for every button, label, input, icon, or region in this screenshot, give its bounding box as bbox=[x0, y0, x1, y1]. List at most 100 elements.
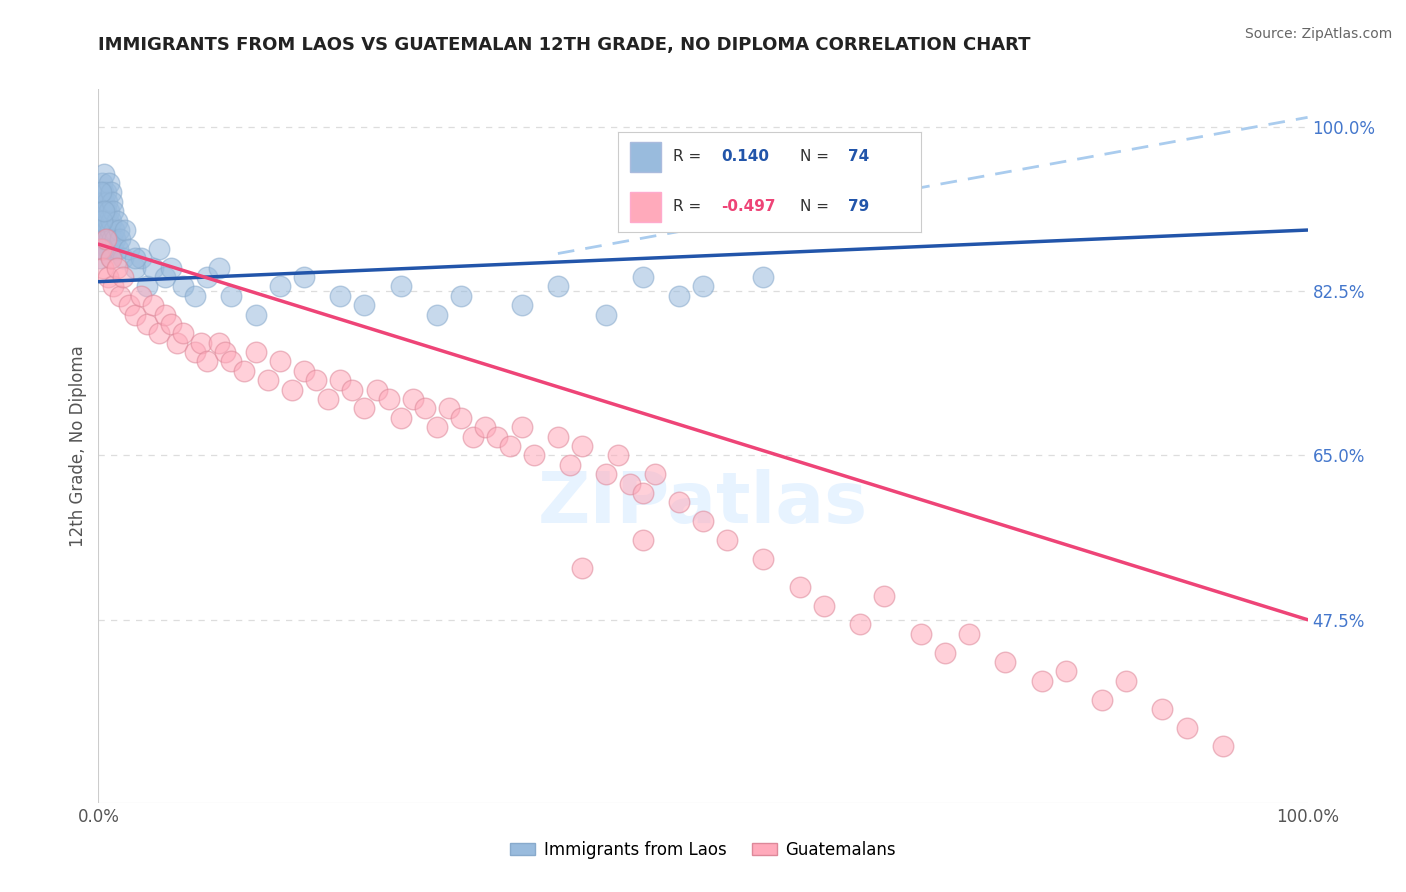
Point bbox=[195, 270, 218, 285]
Point bbox=[98, 223, 121, 237]
Point bbox=[91, 260, 114, 275]
Point bbox=[389, 410, 412, 425]
Point bbox=[813, 599, 835, 613]
Point bbox=[510, 298, 533, 312]
Point bbox=[172, 279, 194, 293]
Point bbox=[108, 289, 131, 303]
Text: ZIPatlas: ZIPatlas bbox=[538, 468, 868, 538]
Point bbox=[571, 561, 593, 575]
Point bbox=[160, 260, 183, 275]
Point bbox=[305, 373, 328, 387]
Point bbox=[153, 308, 176, 322]
Point bbox=[129, 289, 152, 303]
Text: 74: 74 bbox=[848, 150, 869, 164]
Point bbox=[353, 401, 375, 416]
Point bbox=[118, 242, 141, 256]
Text: N =: N = bbox=[800, 200, 834, 214]
Point bbox=[94, 232, 117, 246]
Point bbox=[184, 289, 207, 303]
Point bbox=[98, 204, 121, 219]
Point bbox=[118, 298, 141, 312]
Point bbox=[114, 223, 136, 237]
Point bbox=[389, 279, 412, 293]
Point bbox=[166, 335, 188, 350]
Point bbox=[101, 194, 124, 209]
Point bbox=[129, 251, 152, 265]
Point bbox=[135, 279, 157, 293]
Point bbox=[89, 232, 111, 246]
Point bbox=[292, 270, 315, 285]
Point bbox=[101, 204, 124, 219]
Point bbox=[148, 242, 170, 256]
Point bbox=[668, 289, 690, 303]
Point bbox=[142, 260, 165, 275]
Point bbox=[316, 392, 339, 406]
Point bbox=[94, 213, 117, 227]
Point bbox=[221, 354, 243, 368]
Point bbox=[91, 242, 114, 256]
Point bbox=[1212, 739, 1234, 754]
Point bbox=[101, 242, 124, 256]
Point bbox=[607, 449, 630, 463]
Point bbox=[342, 383, 364, 397]
Point bbox=[124, 251, 146, 265]
Point bbox=[716, 533, 738, 547]
Point bbox=[668, 495, 690, 509]
Point bbox=[752, 270, 775, 285]
Y-axis label: 12th Grade, No Diploma: 12th Grade, No Diploma bbox=[69, 345, 87, 547]
Point bbox=[1152, 702, 1174, 716]
Point bbox=[96, 223, 118, 237]
Point bbox=[353, 298, 375, 312]
Point bbox=[631, 486, 654, 500]
Point bbox=[644, 467, 666, 482]
Point bbox=[789, 580, 811, 594]
Point bbox=[94, 186, 117, 200]
Point bbox=[107, 242, 129, 256]
Point bbox=[108, 232, 131, 246]
Point bbox=[292, 364, 315, 378]
Point bbox=[153, 270, 176, 285]
Point bbox=[329, 373, 352, 387]
Point bbox=[124, 308, 146, 322]
Point bbox=[91, 213, 114, 227]
Point bbox=[93, 223, 115, 237]
Point bbox=[100, 232, 122, 246]
Point bbox=[281, 383, 304, 397]
Point bbox=[413, 401, 436, 416]
Point bbox=[100, 251, 122, 265]
Point bbox=[90, 204, 112, 219]
Point bbox=[100, 213, 122, 227]
Point bbox=[101, 279, 124, 293]
Point bbox=[1115, 673, 1137, 688]
Point bbox=[100, 251, 122, 265]
Point bbox=[692, 514, 714, 528]
Text: R =: R = bbox=[672, 150, 706, 164]
Legend: Immigrants from Laos, Guatemalans: Immigrants from Laos, Guatemalans bbox=[503, 835, 903, 866]
Point bbox=[96, 204, 118, 219]
Point bbox=[100, 186, 122, 200]
Point bbox=[245, 308, 267, 322]
Bar bbox=[630, 192, 661, 222]
Point bbox=[142, 298, 165, 312]
Point bbox=[450, 410, 472, 425]
Point bbox=[486, 429, 509, 443]
Point bbox=[108, 223, 131, 237]
Point bbox=[98, 232, 121, 246]
Point bbox=[148, 326, 170, 341]
Point bbox=[91, 242, 114, 256]
Point bbox=[934, 646, 956, 660]
Point bbox=[91, 232, 114, 246]
Point bbox=[426, 420, 449, 434]
Point bbox=[377, 392, 399, 406]
Point bbox=[692, 279, 714, 293]
Point bbox=[221, 289, 243, 303]
Point bbox=[558, 458, 581, 472]
Point bbox=[90, 223, 112, 237]
Point bbox=[89, 194, 111, 209]
Text: 79: 79 bbox=[848, 200, 869, 214]
Point bbox=[437, 401, 460, 416]
Text: R =: R = bbox=[672, 200, 706, 214]
Point bbox=[402, 392, 425, 406]
Point bbox=[111, 270, 134, 285]
Point bbox=[619, 476, 641, 491]
